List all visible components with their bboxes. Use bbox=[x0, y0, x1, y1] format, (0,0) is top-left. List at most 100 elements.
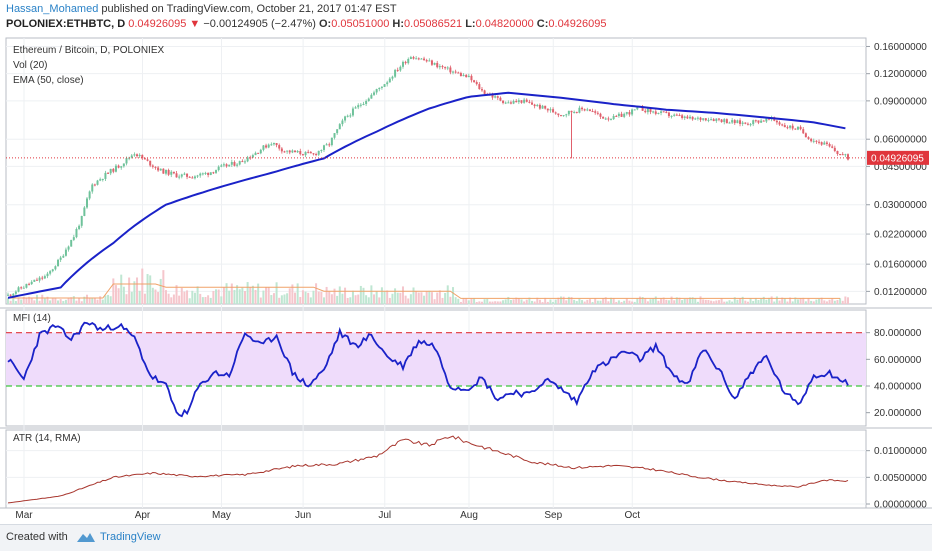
volume-bar bbox=[612, 298, 615, 304]
volume-bar bbox=[583, 301, 586, 304]
candle-body bbox=[180, 174, 183, 177]
candle-body bbox=[391, 76, 394, 79]
candle-body bbox=[215, 170, 218, 173]
candle-body bbox=[462, 74, 465, 77]
volume-bar bbox=[494, 301, 497, 304]
volume-bar bbox=[225, 283, 228, 304]
candle-body bbox=[207, 172, 210, 175]
volume-bar bbox=[491, 301, 494, 304]
volume-bar bbox=[436, 292, 439, 304]
candle-body bbox=[49, 271, 52, 274]
volume-bar bbox=[715, 300, 718, 304]
volume-bar bbox=[707, 300, 710, 304]
author-link[interactable]: Hassan_Mohamed bbox=[6, 3, 99, 15]
candle-body bbox=[317, 150, 320, 155]
volume-bar bbox=[204, 297, 207, 304]
volume-bar bbox=[459, 301, 462, 304]
candle-body bbox=[591, 111, 594, 113]
candle-body bbox=[812, 140, 815, 142]
volume-bar bbox=[301, 290, 304, 304]
candle-body bbox=[423, 58, 426, 61]
candle-body bbox=[546, 108, 549, 111]
candle-body bbox=[286, 150, 289, 152]
volume-bar bbox=[359, 285, 362, 304]
candle-body bbox=[828, 143, 831, 147]
volume-bar bbox=[515, 297, 518, 304]
candle-body bbox=[815, 140, 818, 142]
mfi-tick-label: 80.000000 bbox=[874, 328, 922, 339]
candle-body bbox=[438, 66, 441, 68]
candle-body bbox=[810, 138, 813, 142]
candle-body bbox=[170, 171, 173, 175]
candle-body bbox=[67, 246, 70, 250]
volume-bar bbox=[199, 293, 202, 304]
candle-body bbox=[291, 150, 294, 153]
candle-body bbox=[257, 152, 260, 154]
candle-body bbox=[259, 149, 262, 154]
candle-body bbox=[117, 165, 120, 168]
volume-bar bbox=[499, 301, 502, 304]
volume-bar bbox=[657, 300, 660, 304]
open-value: 0.05051000 bbox=[331, 18, 390, 30]
volume-bar bbox=[525, 299, 528, 304]
volume-bar bbox=[617, 300, 620, 304]
arrow-down-icon: ▼ bbox=[189, 18, 201, 30]
candle-body bbox=[338, 124, 341, 130]
last-price-label: 0.04926095 bbox=[871, 153, 924, 164]
candle-body bbox=[199, 173, 202, 176]
volume-bar bbox=[818, 298, 821, 304]
volume-bar bbox=[396, 292, 399, 304]
candle-body bbox=[631, 109, 634, 115]
volume-bar bbox=[320, 291, 323, 304]
volume-bar bbox=[570, 297, 573, 304]
volume-bar bbox=[749, 298, 752, 304]
candle-body bbox=[509, 102, 512, 104]
candle-body bbox=[781, 124, 784, 126]
vol-legend: Vol (20) bbox=[13, 60, 48, 71]
high-label: H: bbox=[392, 18, 405, 30]
volume-bar bbox=[399, 292, 402, 304]
candle-body bbox=[783, 125, 786, 128]
candle-body bbox=[710, 119, 713, 121]
volume-bar bbox=[720, 298, 723, 304]
volume-bar bbox=[444, 292, 447, 304]
volume-bar bbox=[644, 298, 647, 304]
candle-body bbox=[301, 154, 304, 156]
volume-bar bbox=[249, 287, 252, 304]
chart-area[interactable]: 0.16000000 0.12000000 0.09000000 0.06000000… bbox=[0, 34, 932, 524]
volume-bar bbox=[183, 291, 186, 304]
candle-body bbox=[599, 113, 602, 117]
candle-body bbox=[696, 117, 699, 119]
volume-bar bbox=[43, 298, 46, 304]
candle-body bbox=[686, 116, 689, 119]
volume-bar bbox=[178, 295, 181, 304]
candle-body bbox=[499, 97, 502, 101]
volume-bar bbox=[344, 287, 347, 304]
time-tick-label: Apr bbox=[135, 510, 151, 521]
volume-bar bbox=[46, 296, 49, 304]
volume-bar bbox=[686, 298, 689, 304]
candle-body bbox=[428, 60, 431, 62]
volume-bar bbox=[391, 293, 394, 304]
volume-bar bbox=[528, 297, 531, 304]
volume-bar bbox=[196, 286, 199, 304]
volume-bar bbox=[796, 299, 799, 304]
volume-bar bbox=[673, 300, 676, 304]
candle-body bbox=[625, 112, 628, 114]
volume-bar bbox=[733, 297, 736, 304]
volume-bar bbox=[483, 299, 486, 304]
candle-body bbox=[312, 153, 315, 155]
volume-bar bbox=[83, 296, 86, 304]
candle-body bbox=[538, 104, 541, 109]
volume-bar bbox=[291, 284, 294, 304]
volume-bar bbox=[404, 295, 407, 304]
ema-line bbox=[7, 91, 846, 299]
candle-body bbox=[633, 109, 636, 111]
volume-bar bbox=[380, 287, 383, 304]
volume-bar bbox=[109, 296, 112, 304]
volume-bar bbox=[691, 297, 694, 304]
volume-bar bbox=[741, 296, 744, 304]
volume-bar bbox=[465, 298, 468, 304]
tradingview-brand-link[interactable]: TradingView bbox=[100, 531, 161, 543]
volume-bar bbox=[317, 291, 320, 304]
